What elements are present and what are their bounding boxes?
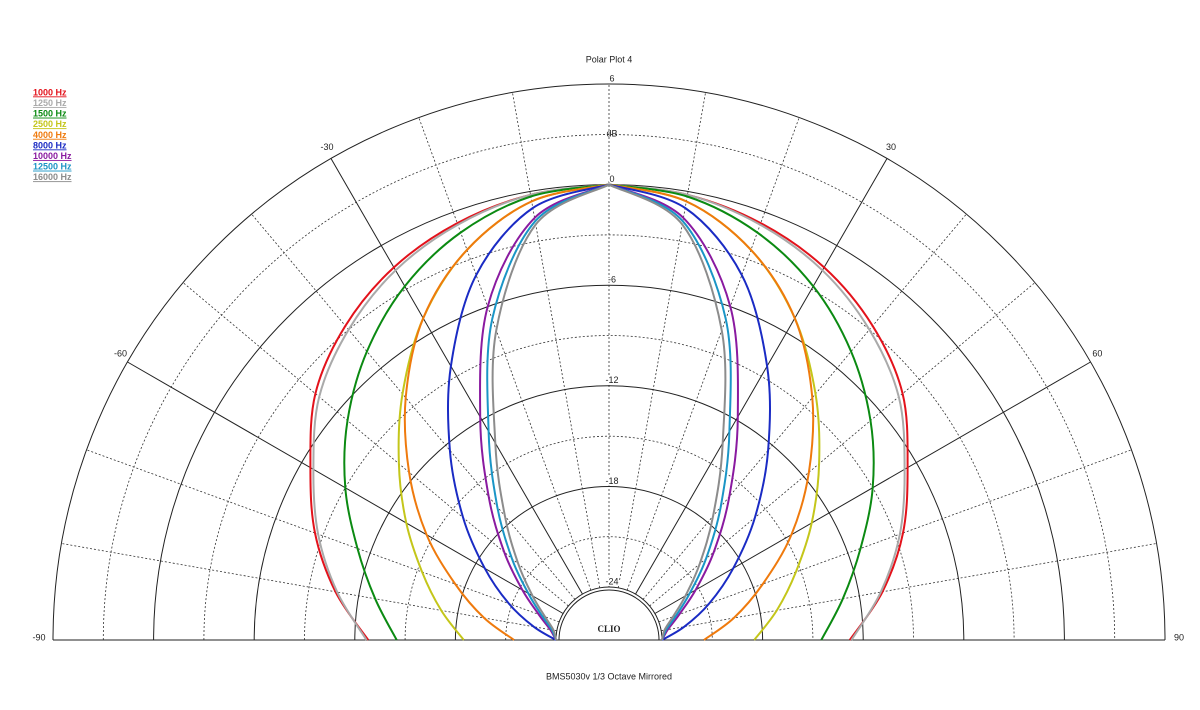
legend-entry: 12500 Hz — [33, 162, 72, 172]
minor-grid-circle — [404, 435, 814, 641]
polar-curve — [608, 183, 875, 641]
polar-curve — [608, 183, 815, 641]
polar-curve — [479, 183, 610, 641]
polar-curve — [491, 183, 610, 641]
grid-circle — [52, 83, 1166, 641]
polar-curve — [608, 183, 771, 641]
polar-curve — [312, 183, 610, 641]
grid-circle — [253, 284, 965, 641]
legend-entry: 1500 Hz — [33, 109, 67, 119]
grid-circle — [555, 586, 663, 641]
polar-curve — [486, 183, 610, 641]
chart-title: Polar Plot 4 — [586, 54, 633, 64]
theta-tick-label: 90 — [1174, 632, 1184, 642]
legend-entry: 1000 Hz — [33, 87, 67, 97]
r-tick-label: 6 — [609, 73, 614, 83]
polar-curve — [403, 183, 610, 641]
polar-curve — [608, 183, 732, 641]
r-tick-label: -24 — [605, 576, 618, 586]
grid-circle — [354, 385, 864, 641]
polar-curve — [608, 183, 906, 641]
minor-grid-circle — [304, 335, 914, 641]
r-tick-label: -12 — [605, 375, 618, 385]
spoke — [330, 158, 583, 595]
chart-subtitle: BMS5030v 1/3 Octave Mirrored — [546, 671, 672, 681]
grid-circle — [153, 184, 1065, 641]
polar-curve — [309, 183, 610, 641]
r-tick-label: -18 — [605, 476, 618, 486]
minor-grid-circle — [505, 536, 713, 641]
legend-entry: 10000 Hz — [33, 151, 72, 161]
r-tick-label: -18 — [605, 476, 618, 486]
polar-curve — [608, 183, 727, 641]
theta-tick-label: 30 — [886, 142, 896, 152]
minor-spoke — [86, 449, 560, 623]
minor-spoke — [251, 213, 576, 600]
theta-tick-label: 60 — [1092, 348, 1102, 358]
theta-tick-label: -90 — [32, 632, 45, 642]
grid — [52, 83, 1166, 641]
brand: CLIO — [597, 624, 620, 634]
r-tick-label: -6 — [608, 275, 616, 285]
theta-tick-label: -60 — [114, 348, 127, 358]
theta-tick-label: -30 — [320, 142, 333, 152]
polar-curve — [608, 183, 909, 641]
center-hole — [558, 589, 660, 641]
legend-entry: 16000 Hz — [33, 172, 72, 182]
legend-entry: 2500 Hz — [33, 119, 67, 129]
minor-grid-circle — [102, 133, 1116, 641]
minor-spoke — [642, 213, 967, 600]
r-axis-label: dB — [606, 129, 617, 139]
r-tick-label: 6 — [609, 73, 614, 83]
legend-entry: 1250 Hz — [33, 98, 67, 108]
r-tick-label: 0 — [609, 174, 614, 184]
legend-entry: 4000 Hz — [33, 130, 67, 140]
r-tick-label: -12 — [605, 375, 618, 385]
polar-curve — [447, 183, 610, 641]
r-tick-label: -6 — [608, 275, 616, 285]
legend-entry: 8000 Hz — [33, 140, 67, 150]
spoke — [635, 158, 888, 595]
r-tick-label: 0 — [609, 174, 614, 184]
polar-curve — [608, 183, 739, 641]
r-tick-label: -24 — [605, 576, 618, 586]
polar-curve — [608, 183, 821, 641]
polar-curve — [397, 183, 610, 641]
grid-circle — [454, 485, 764, 641]
minor-spoke — [617, 92, 706, 588]
polar-curve — [343, 183, 610, 641]
